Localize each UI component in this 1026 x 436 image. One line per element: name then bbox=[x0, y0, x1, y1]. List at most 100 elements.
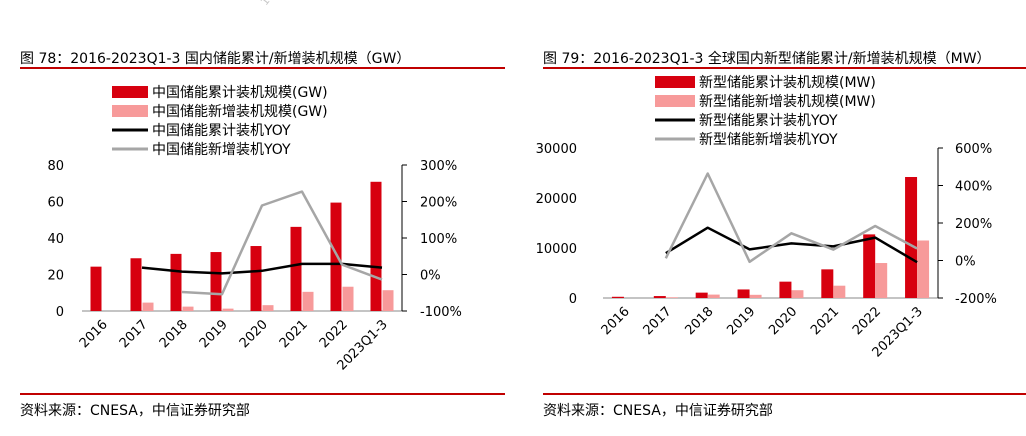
bar-cumulative bbox=[737, 289, 750, 298]
source-note: 资料来源：CNESA，中信证券研究部 bbox=[543, 403, 773, 419]
x-tick-label: 2020 bbox=[766, 304, 800, 338]
bar-cumulative bbox=[779, 281, 792, 298]
legend-label: 新型储能新增装机规模(MW) bbox=[699, 94, 876, 110]
x-tick-label: 2016 bbox=[599, 304, 633, 338]
bar-new bbox=[302, 291, 314, 311]
combo-chart: 新型储能累计装机规模(MW) 新型储能新增装机规模(MW) 新型储能累计装机YOY 新… bbox=[536, 75, 997, 360]
y-right-tick-label: 0% bbox=[420, 269, 441, 284]
line-new-yoy bbox=[181, 190, 383, 296]
y-left-tick-label: 30000 bbox=[536, 142, 577, 157]
legend-item: 中国储能累计装机规模(GW) bbox=[112, 85, 328, 101]
bar-cumulative bbox=[821, 269, 834, 298]
y-left-tick-label: 60 bbox=[47, 196, 64, 211]
title-divider bbox=[543, 67, 1026, 69]
y-right-tick-label: 0% bbox=[955, 255, 976, 270]
y-right-tick-label: 100% bbox=[420, 232, 457, 247]
bar-new bbox=[833, 285, 846, 298]
chart-panel-79: 图 79：2016-2023Q1-3 全球国内新型储能累计/新增装机规模（MW）… bbox=[523, 0, 1026, 436]
x-tick-label: 2020 bbox=[237, 317, 271, 351]
bar-new bbox=[665, 297, 678, 298]
bar-cumulative bbox=[695, 292, 708, 298]
legend-label: 中国储能累计装机规模(GW) bbox=[152, 85, 328, 101]
y-right-tick-label: 200% bbox=[955, 217, 992, 232]
legend-label: 新型储能累计装机YOY bbox=[699, 113, 838, 129]
x-tick-label: 2019 bbox=[724, 304, 758, 338]
bar-new bbox=[342, 286, 354, 311]
combo-chart: 中国储能累计装机规模(GW) 中国储能新增装机规模(GW) 中国储能累计装机YOY 中… bbox=[47, 85, 462, 373]
line-new-yoy bbox=[664, 172, 918, 264]
legend-swatch bbox=[655, 95, 695, 107]
y-left-tick-label: 80 bbox=[47, 159, 64, 174]
legend-label: 中国储能新增装机YOY bbox=[152, 142, 291, 158]
legend: 中国储能累计装机规模(GW) 中国储能新增装机规模(GW) 中国储能累计装机YOY 中… bbox=[112, 85, 328, 158]
y-axis-left: 0 20 40 60 80 bbox=[47, 159, 64, 320]
x-tick-label: 2022 bbox=[850, 304, 884, 338]
legend-item: 新型储能累计装机YOY bbox=[655, 113, 838, 129]
bar-cumulative bbox=[290, 226, 302, 311]
legend-label: 新型储能新增装机YOY bbox=[699, 132, 838, 148]
bar-cumulative bbox=[611, 296, 624, 298]
bar-new bbox=[222, 308, 234, 311]
legend-item: 新型储能累计装机规模(MW) bbox=[655, 75, 876, 91]
y-right-tick-label: 300% bbox=[420, 159, 457, 174]
y-left-tick-label: 0 bbox=[56, 305, 64, 320]
bars bbox=[90, 181, 394, 311]
bar-new bbox=[791, 290, 804, 298]
legend-swatch bbox=[112, 105, 148, 117]
bar-new bbox=[707, 294, 720, 298]
y-right-tick-label: -200% bbox=[955, 292, 997, 307]
bar-new bbox=[262, 305, 274, 311]
legend-label: 中国储能新增装机规模(GW) bbox=[152, 104, 328, 120]
bar-cumulative bbox=[130, 258, 142, 311]
y-axis-right: -100% 0% 100% 200% 300% bbox=[402, 159, 462, 320]
bar-new bbox=[182, 306, 194, 311]
y-axis-left: 0 10000 20000 30000 bbox=[536, 142, 577, 307]
bar-new bbox=[875, 263, 888, 298]
line-cumulative-yoy bbox=[665, 226, 918, 264]
bar-new bbox=[749, 294, 762, 298]
x-tick-label: 2022 bbox=[317, 317, 351, 351]
bar-cumulative bbox=[370, 181, 382, 311]
x-tick-label: 2016 bbox=[77, 317, 111, 351]
y-left-tick-label: 0 bbox=[569, 292, 577, 307]
y-left-tick-label: 20000 bbox=[536, 192, 577, 207]
x-tick-label: 2017 bbox=[641, 304, 675, 338]
legend-item: 新型储能新增装机规模(MW) bbox=[655, 94, 876, 110]
y-axis-right: -200% 0% 200% 400% 600% bbox=[938, 142, 997, 307]
legend-item: 中国储能新增装机YOY bbox=[112, 142, 291, 158]
x-tick-label: 2021 bbox=[277, 317, 311, 351]
bar-cumulative bbox=[90, 266, 102, 311]
source-divider bbox=[20, 393, 505, 395]
x-tick-label: 2019 bbox=[197, 317, 231, 351]
bars bbox=[611, 177, 930, 298]
legend-item: 中国储能新增装机规模(GW) bbox=[112, 104, 328, 120]
legend-item: 新型储能新增装机YOY bbox=[655, 132, 838, 148]
y-right-tick-label: 600% bbox=[955, 142, 992, 157]
chart-panel-78: 图 78：2016-2023Q1-3 国内储能累计/新增装机规模（GW） 中国储… bbox=[0, 0, 505, 436]
bar-cumulative bbox=[905, 177, 918, 298]
source-divider bbox=[543, 393, 1026, 395]
source-note: 资料来源：CNESA，中信证券研究部 bbox=[20, 403, 250, 419]
y-left-tick-label: 40 bbox=[47, 232, 64, 247]
figure-title: 图 78：2016-2023Q1-3 国内储能累计/新增装机规模（GW） bbox=[20, 51, 411, 67]
bar-new bbox=[917, 240, 930, 298]
x-tick-label: 2018 bbox=[683, 304, 717, 338]
legend-swatch bbox=[655, 76, 695, 88]
legend: 新型储能累计装机规模(MW) 新型储能新增装机规模(MW) 新型储能累计装机YOY 新… bbox=[655, 75, 876, 148]
bar-cumulative bbox=[210, 252, 222, 311]
legend-item: 中国储能累计装机YOY bbox=[112, 123, 291, 139]
bar-cumulative bbox=[250, 246, 262, 311]
bar-cumulative bbox=[330, 202, 342, 311]
x-tick-label: 2021 bbox=[808, 304, 842, 338]
legend-label: 中国储能累计装机YOY bbox=[152, 123, 291, 139]
x-tick-label: 2017 bbox=[117, 317, 151, 351]
legend-swatch bbox=[112, 86, 148, 98]
x-tick-label: 2018 bbox=[157, 317, 191, 351]
y-left-tick-label: 20 bbox=[47, 269, 64, 284]
title-divider bbox=[20, 67, 505, 69]
y-right-tick-label: -100% bbox=[420, 305, 462, 320]
legend-label: 新型储能累计装机规模(MW) bbox=[699, 75, 876, 91]
figure-title: 图 79：2016-2023Q1-3 全球国内新型储能累计/新增装机规模（MW） bbox=[543, 51, 991, 67]
